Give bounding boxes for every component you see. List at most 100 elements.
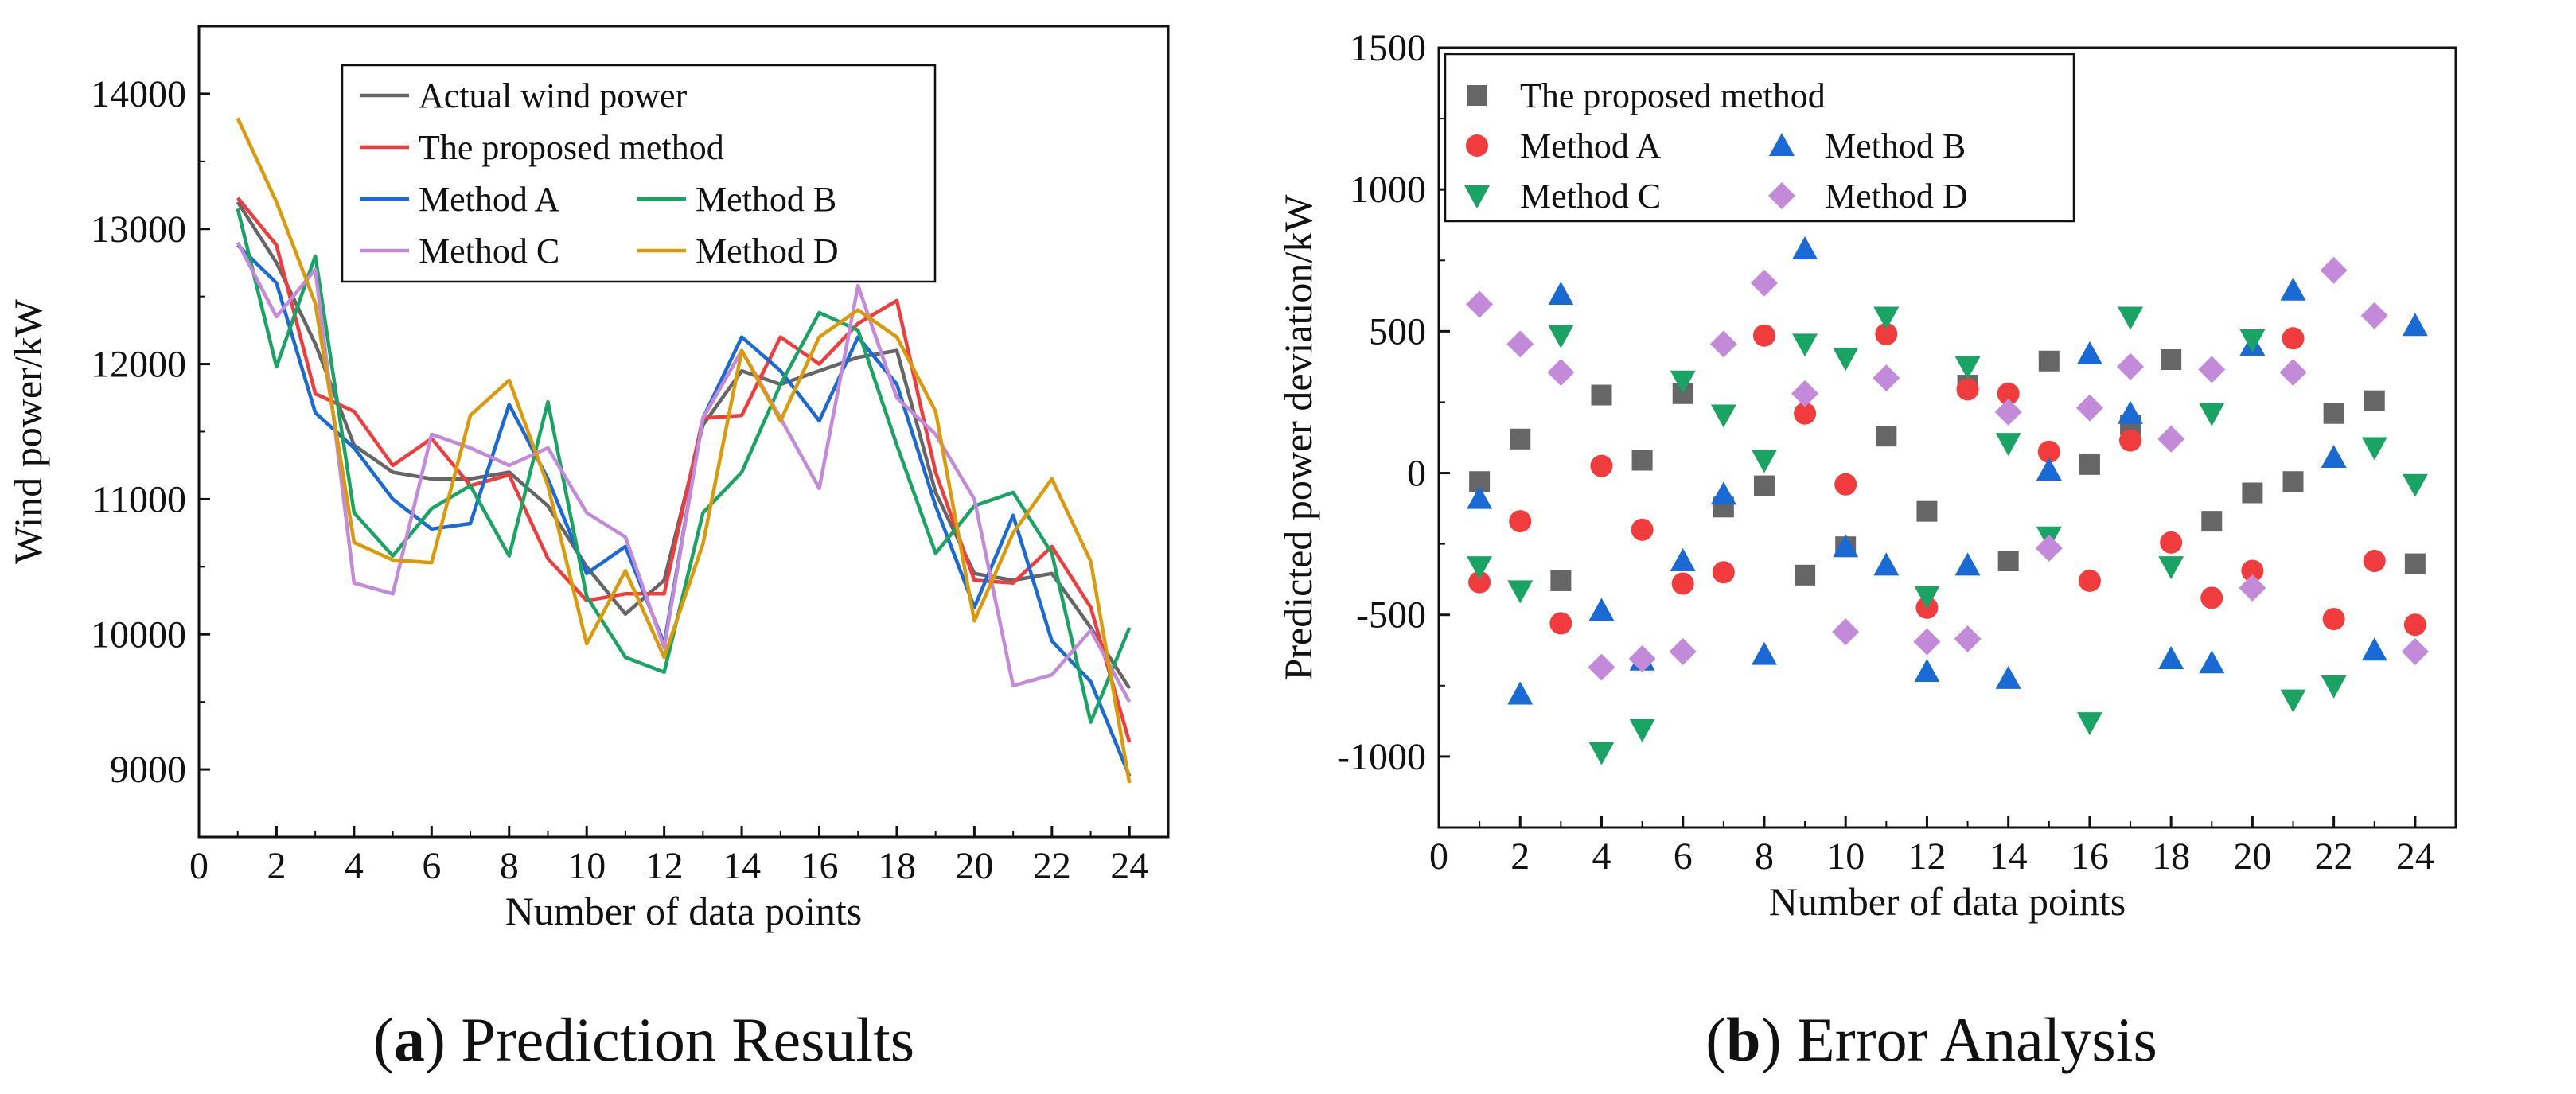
- legend-label-method-c: Method C: [1520, 177, 1661, 216]
- data-point-method-b: [1710, 481, 1736, 505]
- data-point-method-a: [2200, 586, 2223, 609]
- data-point-method-b: [1873, 552, 1900, 576]
- data-point-method-d: [1913, 628, 1941, 656]
- legend-label-method-c: Method C: [419, 232, 559, 271]
- y-tick-label: 12000: [91, 344, 186, 386]
- y-tick-label: -1000: [1337, 736, 1426, 778]
- caption-text: Error Analysis: [1781, 1005, 2157, 1074]
- x-tick-label: 14: [723, 845, 761, 887]
- x-tick-label: 18: [878, 845, 916, 887]
- series-line-method-d: [236, 117, 1132, 784]
- data-point-method-c: [1995, 433, 2021, 457]
- data-point-method-b: [2280, 277, 2306, 301]
- data-point-method-a: [1712, 561, 1735, 584]
- data-point-method-a: [1549, 612, 1572, 635]
- data-point-method-a: [1752, 324, 1775, 347]
- x-tick-label: 20: [955, 845, 993, 887]
- x-tick-label: 8: [1755, 835, 1774, 878]
- data-point-method-a: [2282, 327, 2305, 350]
- legend-label-method-a: Method A: [419, 180, 559, 219]
- data-point-the-proposed-method: [2282, 471, 2304, 492]
- data-point-the-proposed-method: [2038, 350, 2060, 372]
- x-tick-label: 12: [1908, 835, 1946, 878]
- y-tick-label: 14000: [91, 73, 186, 115]
- data-point-method-b: [2402, 313, 2428, 337]
- data-point-method-a: [2160, 531, 2183, 554]
- data-point-method-c: [1873, 306, 1900, 330]
- data-point-method-c: [1833, 348, 1859, 372]
- data-point-method-d: [1628, 644, 1656, 672]
- data-point-method-b: [1588, 598, 1615, 621]
- x-tick-label: 4: [345, 845, 364, 887]
- caption-letter: a: [393, 1005, 425, 1074]
- legend-marker-method-a: [1466, 134, 1488, 157]
- data-point-method-c: [2118, 306, 2144, 330]
- data-point-method-a: [1997, 382, 2020, 405]
- x-tick-label: 10: [567, 845, 606, 887]
- x-tick-label: 0: [1429, 835, 1448, 878]
- data-point-method-d: [1669, 638, 1697, 666]
- data-point-method-c: [1670, 370, 1696, 394]
- data-point-method-a: [1875, 322, 1898, 345]
- legend-box: [341, 64, 937, 283]
- legend-box: [1444, 53, 2075, 223]
- data-point-method-d: [1547, 359, 1575, 387]
- data-point-method-a: [1671, 572, 1694, 595]
- y-tick-label: -500: [1356, 594, 1426, 637]
- data-point-method-c: [1548, 325, 1574, 348]
- data-point-method-c: [1629, 719, 1655, 743]
- data-point-method-b: [2076, 341, 2102, 364]
- data-point-method-b: [1954, 552, 1981, 576]
- data-point-method-b: [2158, 645, 2184, 669]
- x-tick-label: 6: [1674, 835, 1693, 878]
- x-axis-title: Number of data points: [1769, 879, 2126, 924]
- data-point-the-proposed-method: [2079, 454, 2100, 475]
- data-point-method-b: [2199, 650, 2225, 674]
- data-point-method-c: [2361, 437, 2387, 461]
- y-tick-label: 1500: [1350, 27, 1426, 69]
- data-point-method-b: [1467, 485, 1493, 509]
- data-point-method-d: [1791, 380, 1819, 407]
- data-point-the-proposed-method: [2242, 482, 2263, 504]
- x-tick-label: 8: [500, 845, 519, 887]
- data-point-the-proposed-method: [2404, 553, 2426, 574]
- prediction-results-figure: 0 2 4 6 8 10 12 14 16 18 20 22 24 9000 10000 11000 12000…: [6, 25, 1170, 1074]
- data-point-method-c: [2158, 556, 2184, 580]
- data-point-method-d: [2157, 425, 2185, 453]
- legend-label-method-d: Method D: [1825, 177, 1968, 216]
- x-tick-label: 14: [1989, 835, 2028, 878]
- data-point-method-a: [2037, 440, 2060, 463]
- data-point-method-d: [1709, 330, 1737, 358]
- caption-text: Prediction Results: [445, 1005, 915, 1074]
- data-point-method-d: [1832, 618, 1860, 646]
- data-point-method-a: [2403, 613, 2426, 637]
- data-point-method-a: [2363, 550, 2386, 573]
- data-point-method-a: [2119, 429, 2142, 452]
- legend-label-the-proposed-method: The proposed method: [1520, 76, 1826, 115]
- series-the-proposed-method: [1469, 349, 2426, 591]
- legend: The proposed method Method A Method B Metho…: [1444, 53, 2075, 223]
- series-method-c: [1467, 306, 2428, 765]
- x-tick-label: 22: [2315, 835, 2353, 878]
- data-point-method-b: [1833, 534, 1859, 558]
- data-point-method-a: [1956, 378, 1979, 401]
- data-point-the-proposed-method: [2201, 511, 2223, 532]
- series-line-the-proposed-method: [236, 197, 1132, 743]
- x-tick-label: 2: [1510, 835, 1530, 878]
- data-point-method-c: [2199, 403, 2225, 426]
- data-point-method-d: [2320, 256, 2348, 284]
- data-point-method-b: [2361, 637, 2387, 661]
- data-point-method-d: [2035, 534, 2063, 562]
- legend-marker-method-d: [1768, 182, 1795, 209]
- error-analysis-chart: 0 2 4 6 8 10 12 14 16 18 20 22 24-1000-5000500100015…: [1276, 27, 2457, 924]
- legend-label-method-b: Method B: [1825, 127, 1966, 165]
- data-point-method-b: [2036, 457, 2062, 481]
- data-point-method-c: [2321, 675, 2347, 699]
- x-tick-label: 24: [2396, 835, 2434, 878]
- legend-label-the-proposed-method: The proposed method: [419, 128, 724, 167]
- x-tick-label: 22: [1033, 845, 1071, 887]
- data-point-the-proposed-method: [1631, 450, 1653, 471]
- data-point-method-c: [2076, 712, 2102, 736]
- series-line-method-c: [236, 241, 1132, 703]
- legend: Actual wind power The proposed method Meth…: [341, 64, 937, 283]
